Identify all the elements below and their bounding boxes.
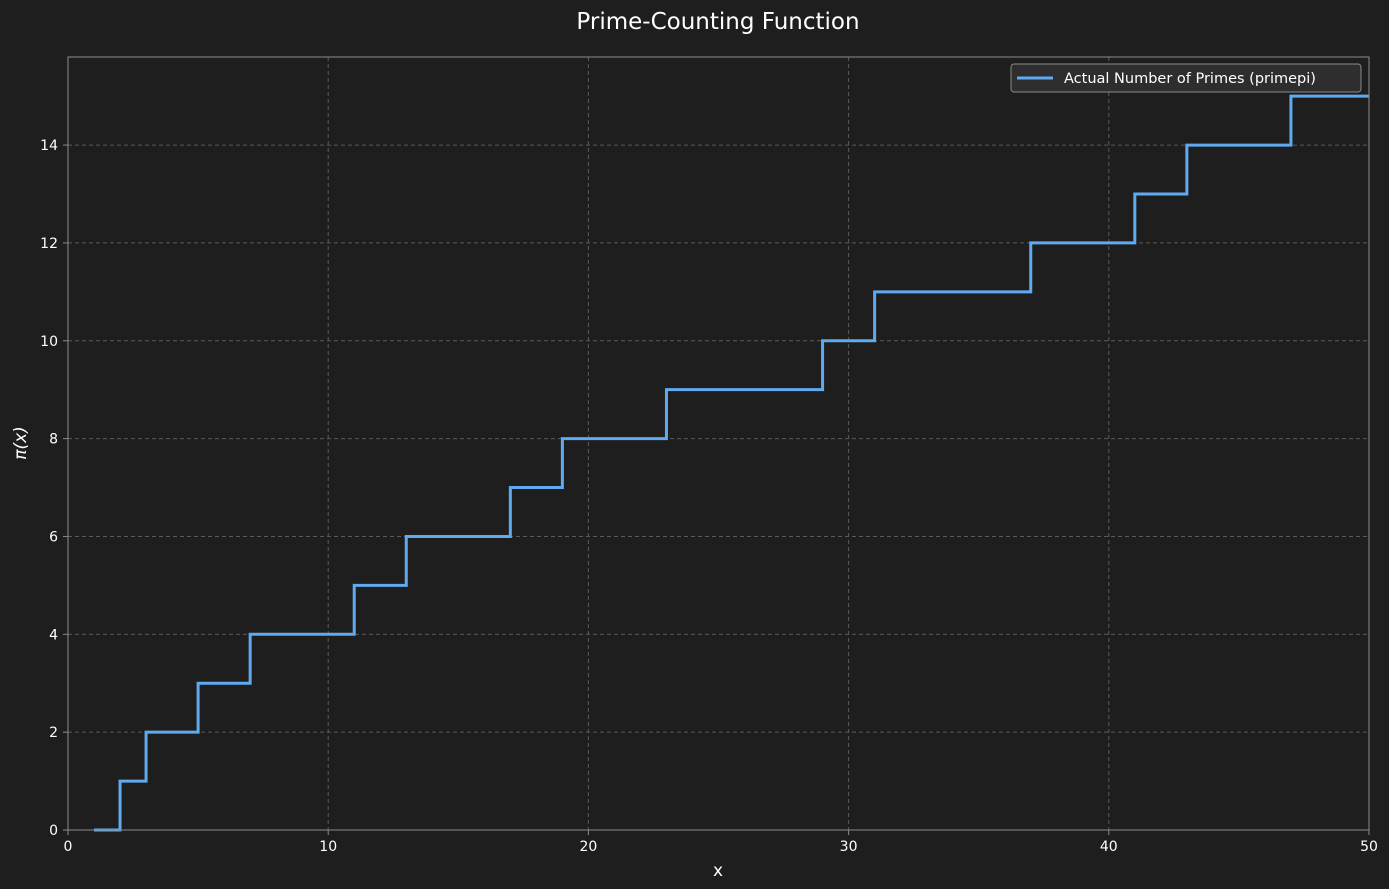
axes-background <box>68 57 1369 830</box>
x-tick-label: 30 <box>840 839 858 855</box>
x-tick-label: 0 <box>64 839 73 855</box>
y-tick-label: 2 <box>49 725 58 741</box>
x-tick-label: 50 <box>1360 839 1378 855</box>
y-tick-label: 12 <box>40 236 58 252</box>
axes-frame <box>67 56 1370 831</box>
y-axis-title: π(x) <box>11 426 31 460</box>
y-tick-label: 4 <box>49 627 58 643</box>
x-tick-label: 20 <box>579 839 597 855</box>
y-tick-label: 0 <box>49 823 58 839</box>
x-tick-label: 40 <box>1100 839 1118 855</box>
chart-title: Prime-Counting Function <box>576 9 859 35</box>
legend: Actual Number of Primes (primepi) <box>1010 63 1362 93</box>
y-tick-label: 8 <box>49 432 58 448</box>
legend-label-primepi: Actual Number of Primes (primepi) <box>1064 71 1316 87</box>
series-layer <box>94 94 1369 832</box>
y-tick-label: 6 <box>49 529 58 545</box>
tick-marks-and-labels: 0 10 20 30 40 50 0 2 4 6 8 10 12 14 <box>40 138 1378 855</box>
axes-spines <box>67 56 1370 831</box>
x-axis-title: x <box>713 861 723 881</box>
y-tick-label: 14 <box>40 138 58 154</box>
legend-box <box>1010 63 1362 93</box>
series-line-primepi <box>94 94 1369 832</box>
x-tick-label: 10 <box>319 839 337 855</box>
y-tick-label: 10 <box>40 334 58 350</box>
